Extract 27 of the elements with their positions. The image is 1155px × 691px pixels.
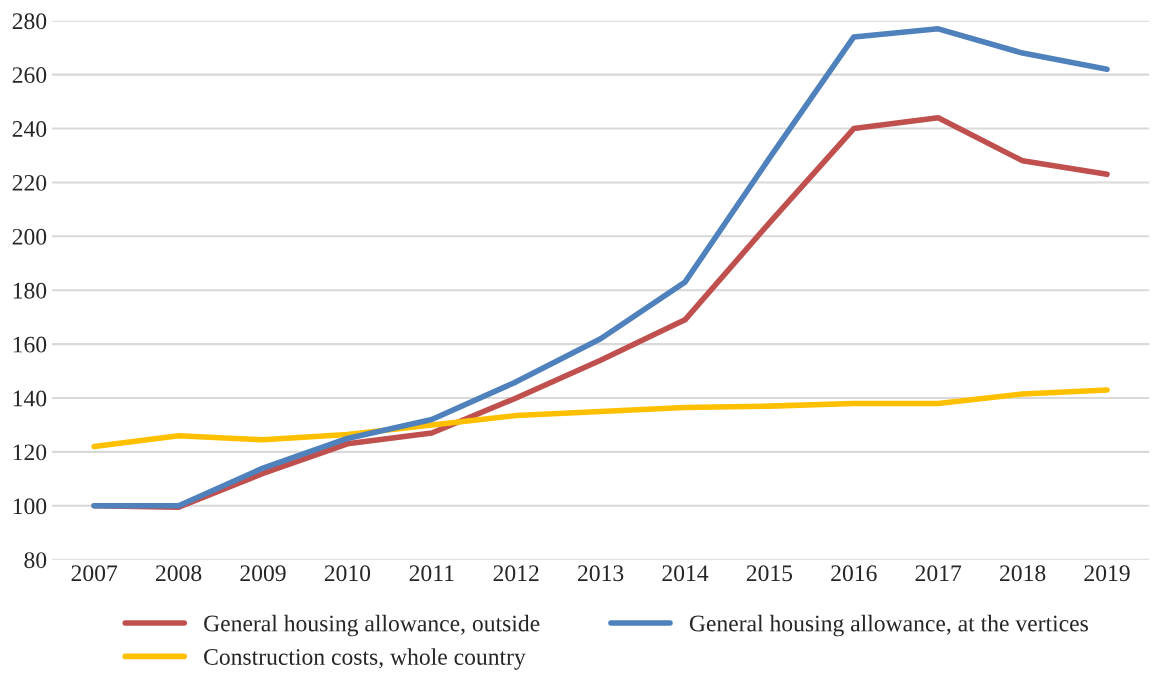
y-tick-label: 220	[12, 174, 47, 191]
x-tick-label: 2009	[240, 565, 286, 582]
x-tick-label: 2011	[409, 565, 454, 582]
x-tick-label: 2019	[1084, 565, 1130, 582]
y-tick-label: 120	[13, 444, 47, 461]
x-tick-label: 2016	[831, 565, 877, 582]
y-tick-label: 280	[12, 13, 47, 30]
x-tick-label: 2012	[493, 565, 539, 582]
legend-label: General housing allowance, at the vertices	[689, 614, 1088, 637]
x-tick-label: 2008	[156, 565, 202, 582]
x-tick-label: 2017	[915, 565, 962, 582]
legend-label: Construction costs, whole country	[204, 648, 526, 670]
x-tick-label: 2010	[324, 565, 371, 582]
y-tick-label: 180	[13, 282, 47, 299]
y-tick-label: 160	[13, 336, 47, 353]
y-tick-label: 240	[12, 121, 47, 137]
legend-label: General housing allowance, outside	[204, 614, 540, 637]
y-tick-label: 260	[12, 67, 47, 84]
y-tick-label: 200	[12, 228, 47, 245]
y-tick-label: 140	[13, 390, 47, 407]
x-tick-label: 2013	[578, 565, 624, 582]
x-tick-label: 2018	[1000, 565, 1046, 582]
x-tick-label: 2015	[746, 565, 793, 582]
x-tick-label: 2014	[662, 565, 709, 582]
y-tick-label: 80	[24, 552, 47, 569]
x-tick-label: 2007	[71, 565, 118, 582]
y-tick-label: 100	[13, 498, 47, 515]
